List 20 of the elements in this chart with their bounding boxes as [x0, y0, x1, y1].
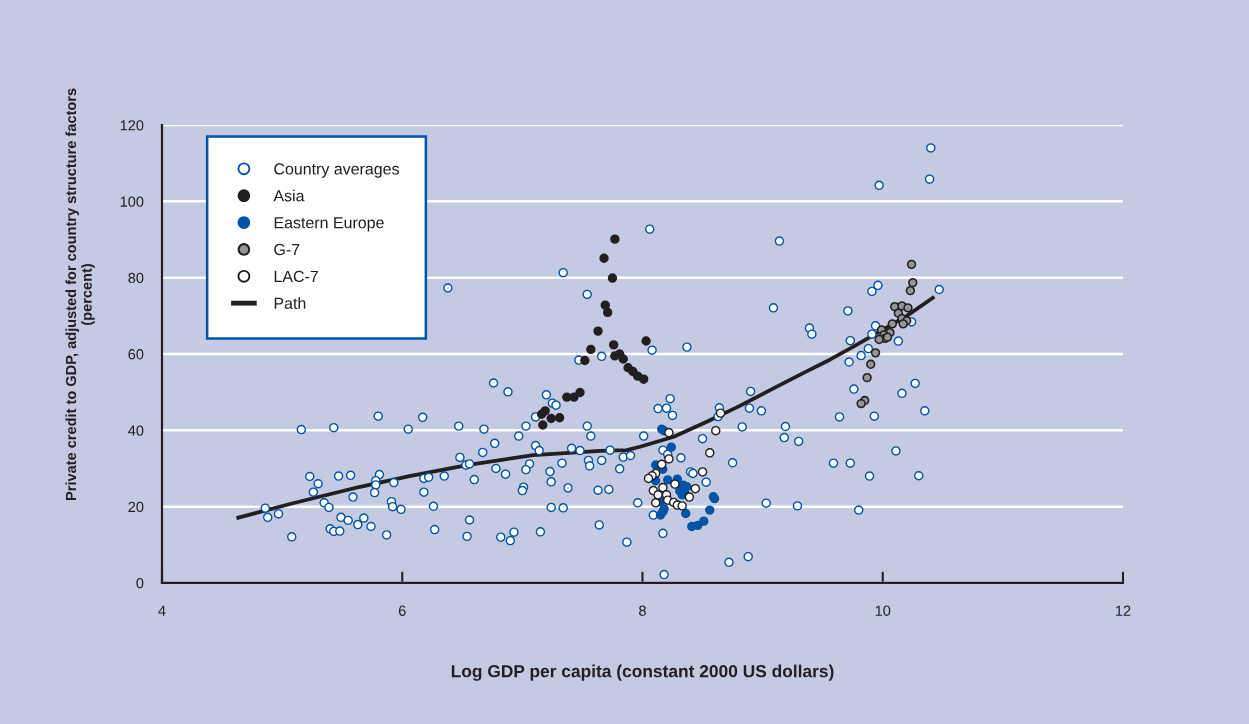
y-tick-label: 40	[128, 425, 144, 436]
legend-label: Eastern Europe	[274, 217, 384, 232]
legend-label: Country averages	[274, 163, 399, 178]
y-tick-label: 0	[136, 578, 144, 589]
legend-label: Asia	[273, 189, 305, 202]
y-tick-label: 20	[128, 501, 144, 513]
legend-label: LAC-7	[274, 270, 318, 283]
legend-label: Path	[274, 297, 306, 309]
y-tick-label: 60	[128, 349, 144, 360]
y-axis-title: Private credit to GDP, adjusted for country structure factors (percent)	[65, 88, 95, 500]
legend-label: G-7	[274, 243, 300, 256]
y-tick-label: 80	[128, 272, 144, 284]
x-tick-label: 12	[1115, 605, 1131, 616]
x-tick-label: 10	[875, 605, 891, 616]
x-axis-title: Log GDP per capita (constant 2000 US dollars)	[451, 664, 834, 681]
y-tick-label: 100	[120, 196, 144, 207]
x-tick-label: 8	[639, 605, 646, 616]
x-tick-label: 6	[398, 605, 406, 616]
y-tick-label: 120	[120, 120, 144, 131]
x-tick-label: 4	[158, 605, 166, 616]
